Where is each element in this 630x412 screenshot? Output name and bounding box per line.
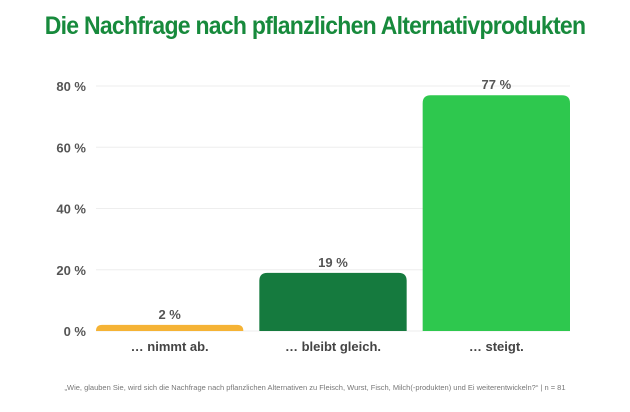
bar [422,95,570,331]
y-tick-label: 80 % [56,79,86,94]
x-tick-label: … steigt. [469,339,524,354]
data-label: 19 % [318,255,348,270]
y-tick-label: 60 % [56,140,86,155]
y-tick-label: 40 % [56,202,86,217]
chart-title: Die Nachfrage nach pflanzlichen Alternat… [44,12,586,40]
x-tick-label: … nimmt ab. [131,339,209,354]
footnote: „Wie, glauben Sie, wird sich die Nachfra… [64,383,566,392]
bar [96,324,244,331]
x-tick-label: … bleibt gleich. [285,339,381,354]
data-label: 2 % [158,307,181,322]
y-tick-label: 0 % [64,324,87,339]
y-tick-label: 20 % [56,263,86,278]
data-label: 77 % [482,77,512,92]
bar [259,272,407,331]
